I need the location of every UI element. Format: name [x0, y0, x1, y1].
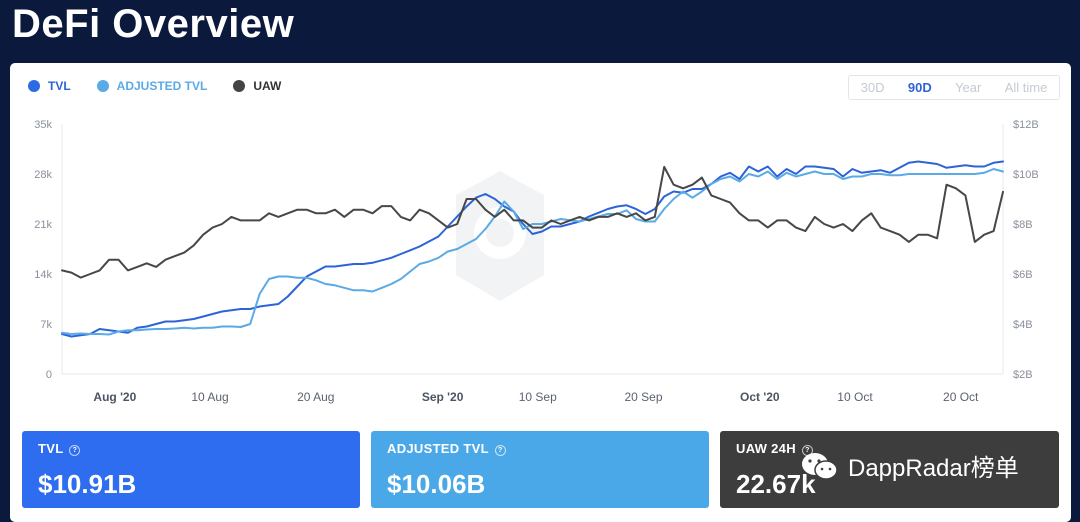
stat-label: TVL — [38, 441, 64, 456]
right-axis-ticks: $2B $4B $6B $8B $10B $12B — [1013, 119, 1039, 381]
legend-label: ADJUSTED TVL — [116, 79, 208, 93]
left-axis-ticks: 0 7k 14k 21k 28k 35k — [34, 119, 52, 381]
time-range-selector: 30D 90D Year All time — [848, 75, 1060, 100]
x-tick-label: 20 Sep — [624, 390, 662, 404]
legend-item-adjusted-tvl[interactable]: ADJUSTED TVL — [96, 79, 208, 93]
stat-value: 22.67k — [736, 469, 816, 499]
left-tick-label: 14k — [34, 269, 52, 281]
x-tick-label: 10 Sep — [519, 390, 557, 404]
right-tick-label: $6B — [1013, 269, 1033, 281]
x-tick-label: Sep '20 — [422, 390, 464, 404]
stat-label-wrap: ADJUSTED TVL? — [387, 441, 506, 456]
right-tick-label: $10B — [1013, 169, 1039, 181]
wechat-watermark: DappRadar榜单 — [800, 448, 1019, 483]
left-tick-label: 7k — [40, 319, 52, 331]
wechat-icon — [800, 451, 840, 481]
left-tick-label: 21k — [34, 219, 52, 231]
right-tick-label: $2B — [1013, 369, 1033, 381]
page-title: DeFi Overview — [12, 2, 295, 46]
series-line-uaw — [61, 165, 1004, 279]
range-90d-button[interactable]: 90D — [907, 80, 932, 95]
stat-value: $10.06B — [387, 469, 486, 499]
chart-legend: TVL ADJUSTED TVL UAW — [28, 79, 281, 93]
x-tick-label: 20 Oct — [943, 390, 979, 404]
left-tick-label: 35k — [34, 119, 52, 131]
x-tick-label: 10 Oct — [837, 390, 873, 404]
watermark-text: DappRadar榜单 — [848, 455, 1019, 482]
left-tick-label: 28k — [34, 169, 52, 181]
stat-label: ADJUSTED TVL — [387, 441, 489, 456]
legend-label: TVL — [48, 79, 71, 93]
legend-label: UAW — [253, 79, 282, 93]
series-line-adjusted-tvl — [61, 168, 1004, 336]
stat-label: UAW 24H — [736, 441, 796, 456]
legend-dot-icon — [28, 80, 40, 92]
x-tick-label: Aug '20 — [93, 390, 136, 404]
right-tick-label: $4B — [1013, 319, 1033, 331]
legend-item-tvl[interactable]: TVL — [28, 79, 71, 93]
adjusted-tvl-stat-card: ADJUSTED TVL? $10.06B — [371, 431, 709, 508]
left-tick-label: 0 — [46, 369, 52, 381]
right-tick-label: $8B — [1013, 219, 1033, 231]
legend-dot-icon — [96, 80, 109, 92]
logo-watermark-icon — [456, 171, 544, 301]
x-tick-label: 10 Aug — [191, 390, 228, 404]
range-all-time-button[interactable]: All time — [1004, 80, 1048, 95]
range-30d-button[interactable]: 30D — [860, 80, 885, 95]
x-tick-label: 20 Aug — [297, 390, 334, 404]
tvl-stat-card: TVL? $10.91B — [22, 431, 360, 508]
info-icon[interactable]: ? — [69, 445, 81, 456]
chart-plot: 0 7k 14k 21k 28k 35k $2B $4B $6B $8B $10B $12B Aug… — [34, 119, 1039, 404]
uaw-stat-card: UAW 24H? 22.67k — [720, 431, 1059, 508]
series-line-tvl — [61, 160, 1004, 338]
x-axis-ticks: Aug '20 10 Aug 20 Aug Sep '20 10 Sep 20 Sep Oc… — [93, 390, 979, 404]
x-tick-label: Oct '20 — [740, 390, 780, 404]
legend-dot-icon — [233, 80, 246, 92]
series-layer — [61, 160, 1004, 338]
right-tick-label: $12B — [1013, 119, 1039, 131]
info-icon[interactable]: ? — [494, 445, 506, 456]
stat-label-wrap: TVL? — [38, 441, 81, 456]
stat-value: $10.91B — [38, 469, 137, 499]
range-year-button[interactable]: Year — [955, 80, 982, 95]
legend-item-uaw[interactable]: UAW — [233, 79, 281, 93]
